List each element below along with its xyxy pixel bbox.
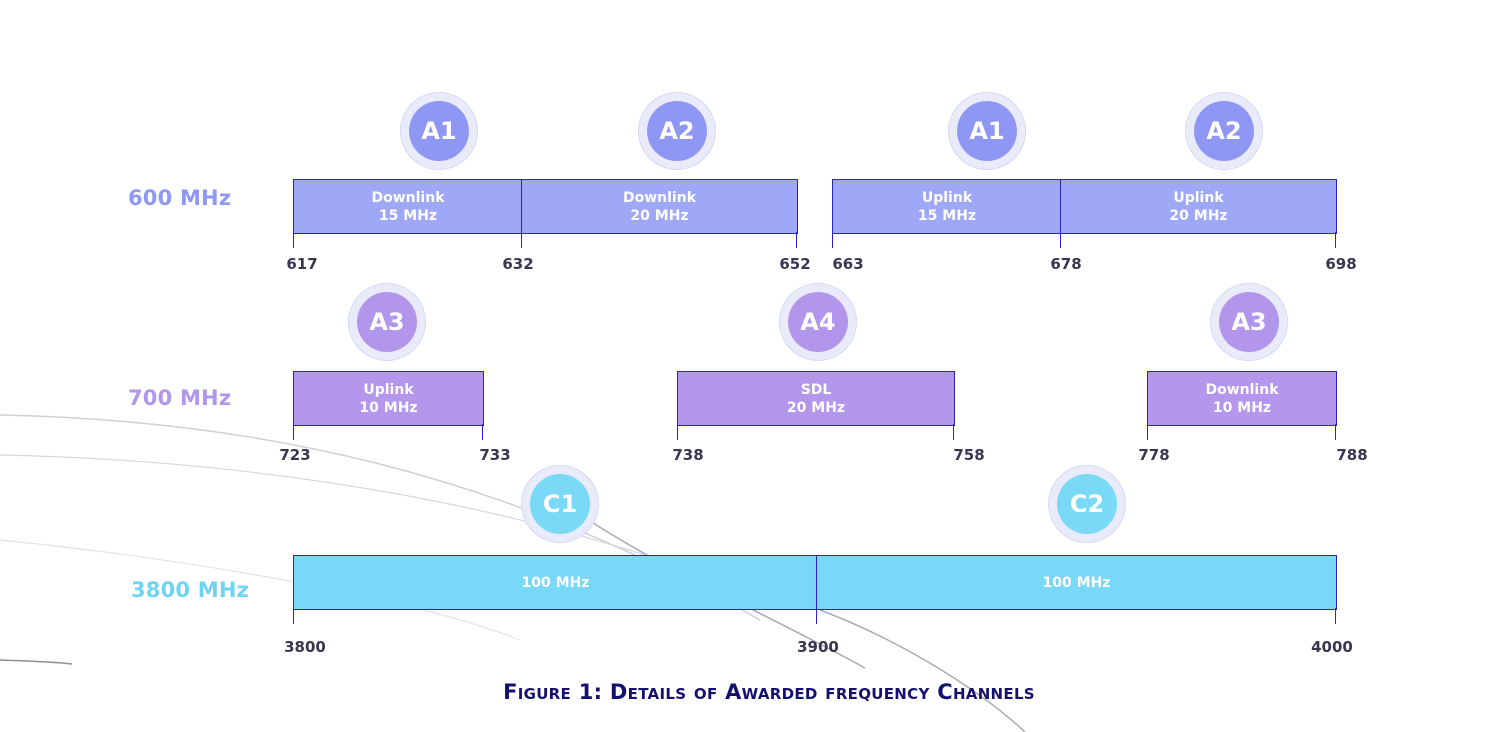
segment-a3-downlink: Downlink 10 MHz xyxy=(1147,371,1337,426)
channel-badge-a3-downlink: A3 xyxy=(1210,283,1288,361)
segment-bandwidth: 20 MHz xyxy=(786,399,846,416)
tick-mark xyxy=(1147,424,1148,440)
frequency-label: 788 xyxy=(1336,446,1368,464)
tick-mark xyxy=(677,424,678,440)
segment-direction: Downlink xyxy=(622,189,696,206)
tick-mark xyxy=(796,232,797,248)
frequency-label: 723 xyxy=(279,446,311,464)
segment-direction: Uplink xyxy=(921,189,973,206)
tick-mark xyxy=(293,608,294,624)
band-label-700: 700 MHz xyxy=(128,386,232,410)
badge-text: A2 xyxy=(647,101,707,161)
tick-mark xyxy=(1060,232,1061,248)
segment-bandwidth: 15 MHz xyxy=(917,207,977,224)
segment-a1-uplink: Uplink 15 MHz xyxy=(832,179,1062,234)
segment-bandwidth: 20 MHz xyxy=(1169,207,1228,224)
tick-mark xyxy=(816,608,817,624)
badge-text: C1 xyxy=(530,474,590,534)
frequency-label: 733 xyxy=(479,446,511,464)
segment-direction: Uplink xyxy=(363,381,414,398)
band-label-600: 600 MHz xyxy=(128,186,232,210)
channel-badge-a2-downlink: A2 xyxy=(638,92,716,170)
tick-mark xyxy=(293,424,294,440)
segment-bandwidth: 10 MHz xyxy=(1212,399,1272,416)
frequency-label: 758 xyxy=(953,446,985,464)
badge-text: A3 xyxy=(1219,292,1279,352)
tick-mark xyxy=(1335,424,1336,440)
segment-bandwidth: 100 MHz xyxy=(521,574,590,591)
frequency-label: 778 xyxy=(1138,446,1170,464)
segment-direction: Downlink xyxy=(371,189,445,206)
tick-mark xyxy=(832,232,833,248)
segment-direction: Downlink xyxy=(1205,381,1279,398)
channel-badge-a4-sdl: A4 xyxy=(779,283,857,361)
badge-text: C2 xyxy=(1057,474,1117,534)
segment-a4-sdl: SDL 20 MHz xyxy=(677,371,955,426)
channel-badge-a3-uplink: A3 xyxy=(348,283,426,361)
segment-a1-downlink: Downlink 15 MHz xyxy=(293,179,523,234)
segment-bandwidth: 15 MHz xyxy=(378,207,438,224)
frequency-label: 3800 xyxy=(284,638,326,656)
segment-bandwidth: 100 MHz xyxy=(1042,574,1111,591)
frequency-label: 678 xyxy=(1050,255,1082,273)
tick-mark xyxy=(521,232,522,248)
segment-bandwidth: 10 MHz xyxy=(359,399,418,416)
channel-badge-a2-uplink: A2 xyxy=(1185,92,1263,170)
frequency-label: 632 xyxy=(502,255,534,273)
segment-bandwidth: 20 MHz xyxy=(630,207,689,224)
tick-mark xyxy=(1335,232,1336,248)
channel-badge-c2: C2 xyxy=(1048,465,1126,543)
frequency-label: 617 xyxy=(286,255,318,273)
badge-text: A1 xyxy=(409,101,469,161)
frequency-label: 3900 xyxy=(797,638,839,656)
tick-mark xyxy=(482,424,483,440)
frequency-label: 698 xyxy=(1325,255,1357,273)
frequency-label: 738 xyxy=(672,446,704,464)
badge-text: A4 xyxy=(788,292,848,352)
badge-text: A3 xyxy=(357,292,417,352)
frequency-label: 4000 xyxy=(1311,638,1353,656)
segment-direction: SDL xyxy=(800,381,832,398)
segment-a2-uplink: Uplink 20 MHz xyxy=(1060,179,1337,234)
segment-c2: 100 MHz xyxy=(816,555,1337,610)
band-label-3800: 3800 MHz xyxy=(131,578,250,602)
segment-c1: 100 MHz xyxy=(293,555,818,610)
segment-direction: Uplink xyxy=(1173,189,1224,206)
tick-mark xyxy=(293,232,294,248)
segment-a2-downlink: Downlink 20 MHz xyxy=(521,179,798,234)
tick-mark xyxy=(953,424,954,440)
channel-badge-c1: C1 xyxy=(521,465,599,543)
channel-badge-a1-uplink: A1 xyxy=(948,92,1026,170)
frequency-label: 652 xyxy=(779,255,811,273)
frequency-label: 663 xyxy=(832,255,864,273)
badge-text: A1 xyxy=(957,101,1017,161)
badge-text: A2 xyxy=(1194,101,1254,161)
segment-a3-uplink: Uplink 10 MHz xyxy=(293,371,484,426)
channel-badge-a1-downlink: A1 xyxy=(400,92,478,170)
figure-caption: Figure 1: Details of Awarded frequency C… xyxy=(503,680,1035,704)
tick-mark xyxy=(1335,608,1336,624)
